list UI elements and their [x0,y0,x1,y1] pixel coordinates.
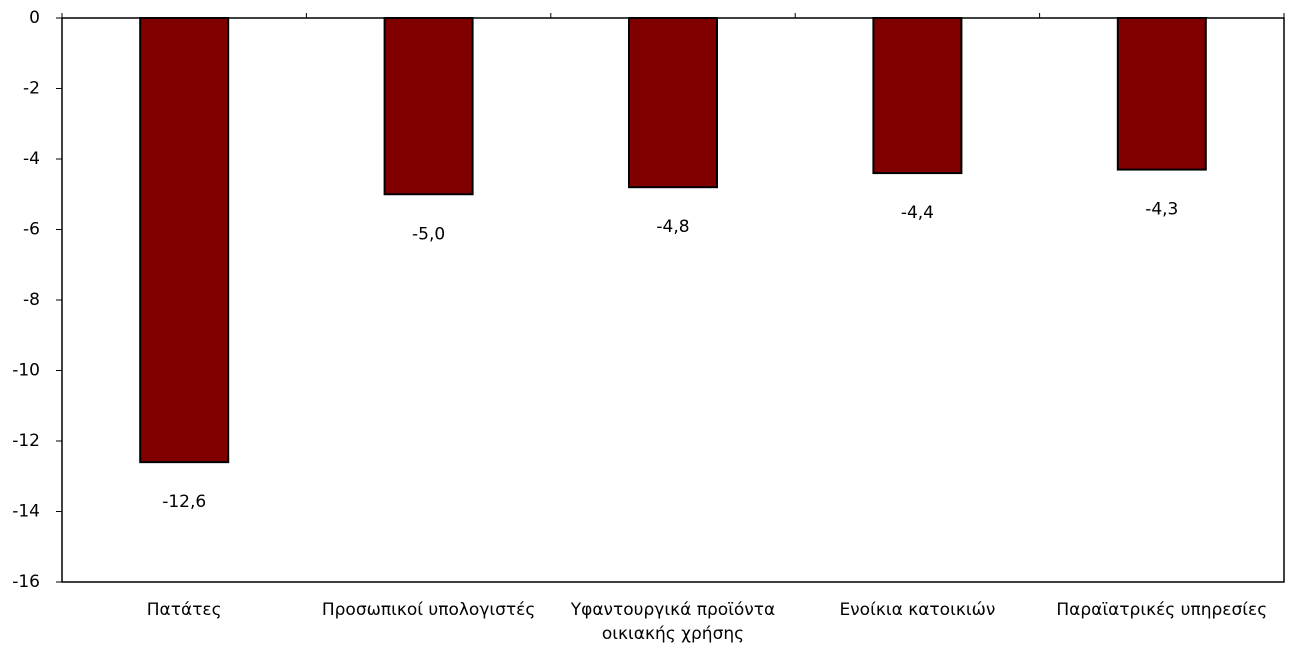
value-label: -4,8 [656,217,689,237]
y-tick-label: -14 [12,502,40,522]
value-label: -4,4 [901,203,934,223]
bar [628,17,718,189]
bar [139,17,230,464]
plot-border [61,17,1285,583]
y-tick-label: -6 [23,220,40,240]
value-label: -12,6 [162,492,206,512]
bar [872,17,963,175]
x-tick-label: Ενοίκια κατοικιών [839,600,996,620]
bar [1116,17,1207,171]
x-tick-label: Υφαντουργικά προϊόντα οικιακής χρήσης [570,600,776,644]
x-tick-label: Προσωπικοί υπολογιστές [321,600,536,620]
x-tick-label: Παραϊατρικές υπηρεσίες [1056,600,1268,620]
y-tick-label: -12 [12,431,40,451]
y-tick-label: -4 [23,149,40,169]
y-tick-label: -8 [23,290,40,310]
value-label: -5,0 [412,224,445,244]
x-tick-label: Πατάτες [146,600,222,620]
bar [383,17,474,196]
value-label: -4,3 [1145,200,1178,220]
y-tick-label: -10 [12,361,40,381]
y-tick-label: -2 [23,79,40,99]
y-tick-label: 0 [29,8,40,28]
y-tick-label: -16 [12,572,40,592]
